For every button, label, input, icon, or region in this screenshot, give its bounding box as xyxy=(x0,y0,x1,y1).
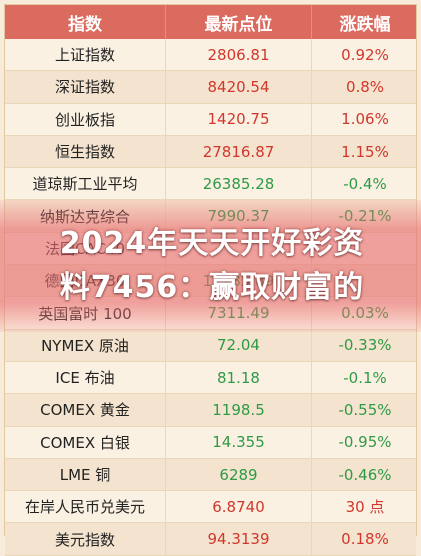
index-change: 0.18% xyxy=(341,530,389,549)
index-name: LME 铜 xyxy=(5,458,166,491)
index-name: 道琼斯工业平均 xyxy=(5,168,166,200)
watermark-band xyxy=(0,200,421,332)
table-row: 恒生指数 27816.87 1.15% xyxy=(5,135,416,169)
index-change: -0.33% xyxy=(338,336,392,355)
table-row: 深证指数 8420.54 0.8% xyxy=(5,71,416,104)
index-name: 上证指数 xyxy=(5,39,166,71)
index-value: 27816.87 xyxy=(166,135,312,168)
header-latest-value: 最新点位 xyxy=(166,5,312,39)
index-change: -0.95% xyxy=(338,433,392,452)
index-value: 8420.54 xyxy=(166,71,312,103)
index-name: 创业板指 xyxy=(5,103,166,135)
index-value: 14.355 xyxy=(166,426,312,458)
index-change: 1.15% xyxy=(341,142,389,161)
table-row: LME 铜 6289 -0.46% xyxy=(5,458,416,492)
index-value: 94.3139 xyxy=(166,523,312,555)
header-change: 涨跌幅 xyxy=(339,14,391,35)
table-row: 上证指数 2806.81 0.92% xyxy=(5,39,416,72)
index-value: 6289 xyxy=(166,458,312,491)
index-name: 深证指数 xyxy=(5,71,166,103)
index-change: 30 点 xyxy=(345,498,385,517)
table-header: 指数 最新点位 涨跌幅 xyxy=(5,5,416,39)
watermark-text: 2024年天天开好彩资 料7456：赢取财富的 xyxy=(8,222,416,310)
index-value: 2806.81 xyxy=(166,39,312,71)
table-row: 在岸人民币兑美元 6.8740 30 点 xyxy=(5,491,416,524)
index-name: 恒生指数 xyxy=(5,135,166,168)
table-row: 道琼斯工业平均 26385.28 -0.4% xyxy=(5,168,416,201)
index-change: -0.46% xyxy=(338,465,392,484)
index-name: COMEX 黄金 xyxy=(5,394,166,426)
table-row: NYMEX 原油 72.04 -0.33% xyxy=(5,329,416,362)
index-value: 1198.5 xyxy=(166,394,312,426)
index-value: 1420.75 xyxy=(166,103,312,135)
index-change: 1.06% xyxy=(341,110,389,129)
table-row: COMEX 黄金 1198.5 -0.55% xyxy=(5,394,416,427)
header-index: 指数 xyxy=(5,5,166,39)
table-row: COMEX 白银 14.355 -0.95% xyxy=(5,426,416,459)
index-value: 26385.28 xyxy=(166,168,312,200)
watermark-line-1: 2024年天天开好彩资 xyxy=(59,226,365,261)
index-value: 72.04 xyxy=(166,329,312,361)
index-name: 美元指数 xyxy=(5,523,166,555)
index-name: 在岸人民币兑美元 xyxy=(5,491,166,523)
table-row: 创业板指 1420.75 1.06% xyxy=(5,103,416,136)
table-row: ICE 布油 81.18 -0.1% xyxy=(5,361,416,395)
index-value: 6.8740 xyxy=(166,491,312,523)
index-change: -0.55% xyxy=(338,400,392,419)
index-change: -0.1% xyxy=(343,368,387,387)
index-name: NYMEX 原油 xyxy=(5,329,166,361)
index-name: ICE 布油 xyxy=(5,361,166,394)
watermark-line-2: 料7456：赢取财富的 xyxy=(59,270,365,305)
index-value: 81.18 xyxy=(166,361,312,394)
index-change: -0.4% xyxy=(343,174,387,193)
index-name: COMEX 白银 xyxy=(5,426,166,458)
index-change: 0.8% xyxy=(345,77,385,96)
index-change: 0.92% xyxy=(341,45,389,64)
